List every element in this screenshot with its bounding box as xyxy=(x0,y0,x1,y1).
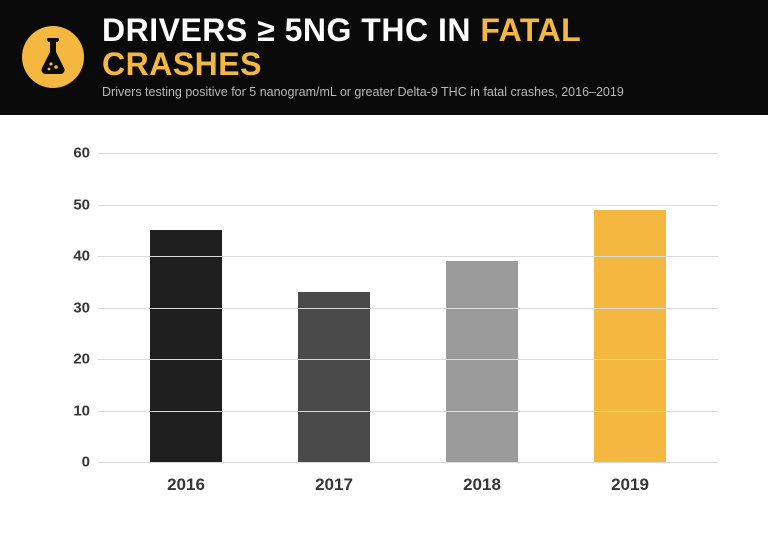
bar-2016 xyxy=(150,230,222,462)
y-tick-label: 10 xyxy=(58,402,90,419)
gridline xyxy=(98,359,718,360)
title-prefix: DRIVERS ≥ 5NG THC IN xyxy=(102,12,480,48)
gridline xyxy=(98,205,718,206)
flask-icon xyxy=(36,37,70,77)
gridline xyxy=(98,411,718,412)
y-tick-label: 0 xyxy=(58,454,90,471)
bar-2019 xyxy=(594,210,666,462)
y-tick-label: 30 xyxy=(58,299,90,316)
y-tick-label: 50 xyxy=(58,196,90,213)
chart-subtitle: Drivers testing positive for 5 nanogram/… xyxy=(102,85,746,99)
flask-icon-circle xyxy=(22,26,84,88)
x-axis-labels: 2016 2017 2018 2019 xyxy=(98,463,718,495)
x-label-2017: 2017 xyxy=(298,475,370,495)
y-tick-label: 40 xyxy=(58,248,90,265)
gridline xyxy=(98,153,718,154)
bar-2017 xyxy=(298,292,370,462)
y-tick-label: 20 xyxy=(58,351,90,368)
bar-2018 xyxy=(446,261,518,462)
plot-area: 0102030405060 xyxy=(98,153,718,463)
y-tick-label: 60 xyxy=(58,145,90,162)
chart-title: DRIVERS ≥ 5NG THC IN FATAL CRASHES xyxy=(102,14,746,81)
header-text: DRIVERS ≥ 5NG THC IN FATAL CRASHES Drive… xyxy=(102,14,746,99)
gridline xyxy=(98,256,718,257)
x-label-2016: 2016 xyxy=(150,475,222,495)
gridline xyxy=(98,308,718,309)
chart-header: DRIVERS ≥ 5NG THC IN FATAL CRASHES Drive… xyxy=(0,0,768,115)
chart-area: 0102030405060 2016201720182019 xyxy=(0,115,768,555)
x-label-2018: 2018 xyxy=(446,475,518,495)
x-label-2019: 2019 xyxy=(594,475,666,495)
